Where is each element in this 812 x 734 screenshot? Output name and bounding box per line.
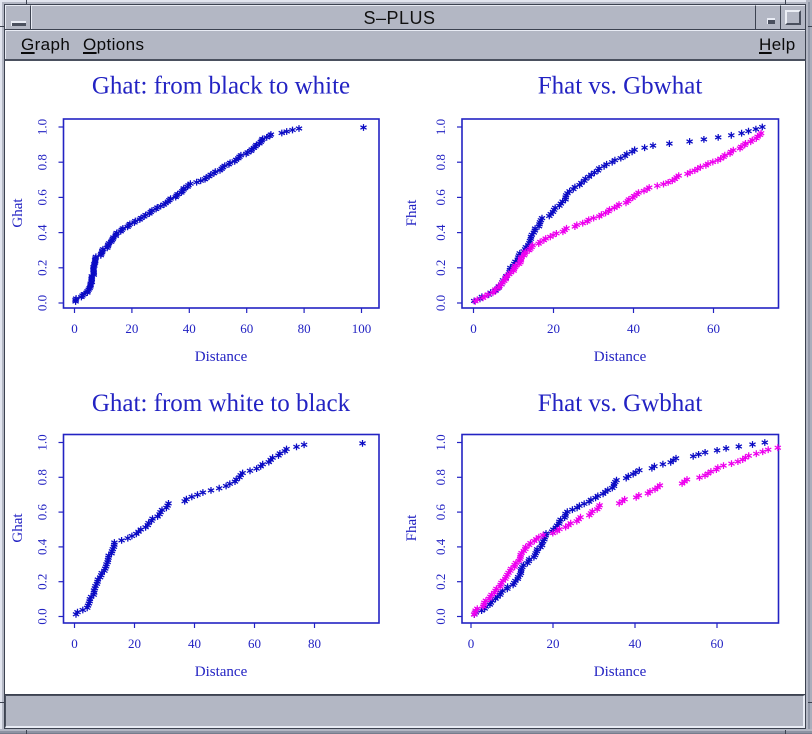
svg-text:60: 60 <box>711 636 724 651</box>
svg-text:0.6: 0.6 <box>433 189 448 206</box>
svg-text:Fhat: Fhat <box>404 199 420 227</box>
svg-text:Ghat: from black to white: Ghat: from black to white <box>92 73 350 100</box>
svg-text:1.0: 1.0 <box>433 119 448 135</box>
svg-text:20: 20 <box>125 321 138 336</box>
svg-text:Distance: Distance <box>594 664 647 680</box>
svg-text:1.0: 1.0 <box>433 434 448 450</box>
svg-text:0.4: 0.4 <box>433 224 448 241</box>
svg-text:0.8: 0.8 <box>433 154 448 170</box>
svg-text:Fhat vs. Gbwhat: Fhat vs. Gbwhat <box>538 73 703 100</box>
svg-text:40: 40 <box>188 636 201 651</box>
svg-text:0.2: 0.2 <box>433 260 448 276</box>
svg-text:Distance: Distance <box>195 349 248 365</box>
svg-text:40: 40 <box>629 636 642 651</box>
svg-text:1.0: 1.0 <box>35 434 50 450</box>
svg-text:20: 20 <box>547 321 560 336</box>
svg-text:20: 20 <box>547 636 560 651</box>
svg-text:0.2: 0.2 <box>35 260 50 276</box>
svg-text:0.0: 0.0 <box>433 608 448 624</box>
svg-text:0.0: 0.0 <box>433 295 448 311</box>
svg-text:0.4: 0.4 <box>35 224 50 241</box>
svg-text:0.2: 0.2 <box>433 574 448 590</box>
svg-text:80: 80 <box>308 636 321 651</box>
svg-text:0.0: 0.0 <box>35 295 50 311</box>
svg-text:40: 40 <box>183 321 196 336</box>
svg-text:1.0: 1.0 <box>35 119 50 135</box>
svg-text:0: 0 <box>71 321 78 336</box>
svg-text:0: 0 <box>468 636 475 651</box>
svg-text:60: 60 <box>248 636 261 651</box>
svg-text:Fhat: Fhat <box>404 514 420 542</box>
svg-text:0.6: 0.6 <box>35 503 50 520</box>
svg-text:Ghat: Ghat <box>10 198 26 228</box>
svg-text:0.4: 0.4 <box>35 538 50 555</box>
svg-text:60: 60 <box>240 321 253 336</box>
svg-text:60: 60 <box>707 321 720 336</box>
svg-text:80: 80 <box>298 321 311 336</box>
svg-text:0.8: 0.8 <box>35 469 50 485</box>
svg-text:Ghat: from white to black: Ghat: from white to black <box>92 390 351 417</box>
svg-text:0.6: 0.6 <box>35 189 50 206</box>
svg-text:20: 20 <box>128 636 141 651</box>
svg-text:Distance: Distance <box>195 664 248 680</box>
svg-text:0: 0 <box>71 636 78 651</box>
svg-text:100: 100 <box>352 321 372 336</box>
svg-text:0.0: 0.0 <box>35 608 50 624</box>
svg-text:40: 40 <box>627 321 640 336</box>
svg-text:Fhat vs. Gwbhat: Fhat vs. Gwbhat <box>538 390 703 417</box>
svg-text:0: 0 <box>470 321 477 336</box>
svg-text:0.8: 0.8 <box>35 154 50 170</box>
svg-text:0.4: 0.4 <box>433 538 448 555</box>
svg-text:0.2: 0.2 <box>35 574 50 590</box>
svg-text:Ghat: Ghat <box>10 513 26 543</box>
svg-text:0.8: 0.8 <box>433 469 448 485</box>
svg-text:0.6: 0.6 <box>433 503 448 520</box>
svg-text:Distance: Distance <box>594 349 647 365</box>
